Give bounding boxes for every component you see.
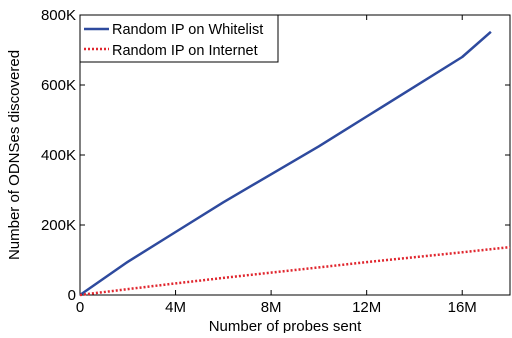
y-axis-ticks: 0 200K 400K 600K 800K — [41, 7, 510, 304]
y-tick-label: 200K — [41, 217, 76, 234]
y-tick-label: 800K — [41, 7, 76, 24]
legend-label-whitelist: Random IP on Whitelist — [112, 22, 263, 38]
legend-box — [79, 14, 279, 63]
y-tick-label: 400K — [41, 147, 76, 164]
y-axis-label: Number of ODNSes discovered — [6, 50, 23, 260]
x-axis-ticks: 0 4M 8M 12M 16M — [76, 15, 477, 316]
legend-label-internet: Random IP on Internet — [112, 43, 258, 59]
y-tick-label: 0 — [68, 287, 76, 304]
x-tick-label: 12M — [352, 299, 381, 316]
x-tick-label: 8M — [261, 299, 282, 316]
x-axis-label: Number of probes sent — [209, 318, 362, 333]
y-tick-label: 600K — [41, 77, 76, 94]
x-tick-label: 16M — [448, 299, 477, 316]
series-line-internet — [79, 245, 511, 297]
x-tick-label: 4M — [165, 299, 186, 316]
series-line-whitelist — [79, 30, 492, 297]
legend: Random IP on Whitelist Random IP on Inte… — [79, 14, 279, 63]
series-layer — [79, 30, 511, 297]
x-tick-label: 0 — [76, 299, 84, 316]
